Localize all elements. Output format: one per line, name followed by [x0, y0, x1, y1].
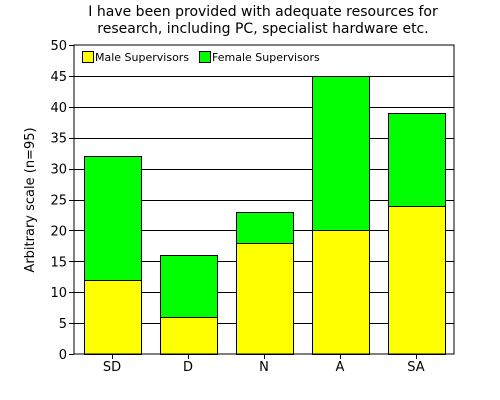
bar-female-n — [236, 212, 294, 244]
y-tick-label: 20 — [50, 224, 67, 239]
bar-male-d — [160, 317, 218, 355]
legend-label-female: Female Supervisors — [212, 51, 320, 64]
bar-male-n — [236, 243, 294, 355]
legend-swatch-male — [82, 51, 94, 63]
y-tick-label: 50 — [50, 39, 67, 54]
y-tick-label: 10 — [50, 286, 67, 301]
y-tick-label: 35 — [50, 132, 67, 147]
x-tick-label: D — [183, 360, 193, 375]
legend-swatch-female — [199, 51, 211, 63]
y-tick-label: 25 — [50, 194, 67, 209]
y-tick-label: 5 — [59, 317, 67, 332]
legend-label-male: Male Supervisors — [95, 51, 189, 64]
bar-female-sd — [84, 156, 142, 281]
bar-female-a — [312, 76, 370, 231]
x-axis-ticks: SD D N A SA — [103, 354, 425, 375]
bar-male-sa — [388, 206, 446, 355]
x-tick-label: A — [336, 360, 345, 375]
legend: Male Supervisors Female Supervisors — [82, 51, 320, 64]
y-axis-ticks: 0 5 10 15 20 25 30 35 40 45 50 — [50, 39, 74, 363]
bar-female-sa — [388, 113, 446, 207]
x-tick-label: SD — [103, 360, 121, 375]
x-tick-label: SA — [407, 360, 424, 375]
y-axis-label: Arbitrary scale (n=95) — [23, 127, 38, 272]
x-tick-label: N — [259, 360, 269, 375]
y-tick-label: 30 — [50, 163, 67, 178]
y-tick-label: 15 — [50, 255, 67, 270]
bar-male-sd — [84, 280, 142, 355]
bar-female-d — [160, 255, 218, 318]
bar-male-a — [312, 230, 370, 355]
chart-title-line-1: I have been provided with adequate resou… — [88, 4, 438, 20]
chart-title-line-2: research, including PC, specialist hardw… — [97, 21, 428, 37]
y-tick-label: 45 — [50, 70, 67, 85]
y-tick-label: 0 — [59, 348, 67, 363]
bars — [84, 76, 446, 355]
y-tick-label: 40 — [50, 101, 67, 116]
